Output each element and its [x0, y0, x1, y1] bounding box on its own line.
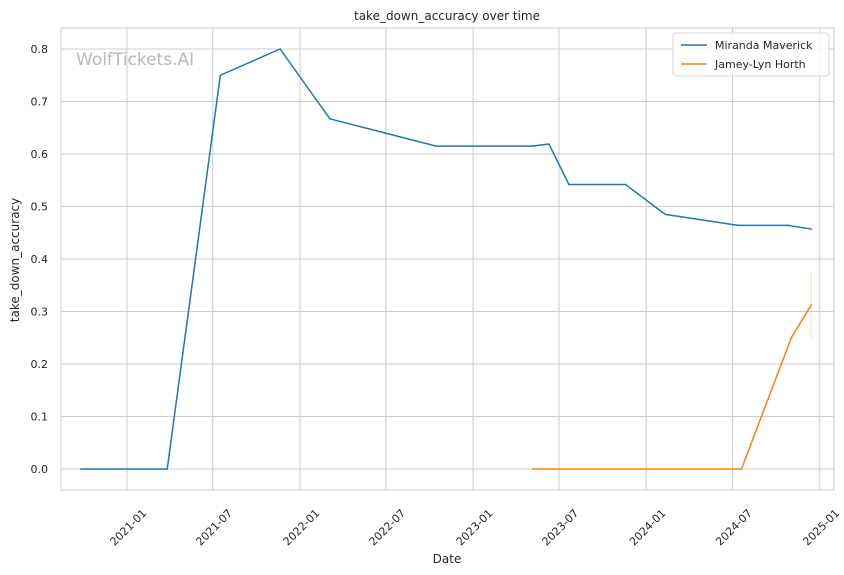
data-point-miranda-maverick [219, 74, 222, 77]
series-layer [80, 48, 813, 470]
y-tick-label: 0.6 [31, 148, 49, 161]
y-tick-label: 0.1 [31, 411, 49, 424]
data-point-jamey-lyn-horth [531, 468, 534, 470]
legend: Miranda Maverick Jamey-Lyn Horth [672, 32, 830, 77]
data-point-miranda-maverick [435, 145, 437, 147]
data-point-miranda-maverick [810, 228, 813, 230]
data-point-miranda-maverick [664, 213, 666, 216]
y-tick-label: 0.3 [31, 306, 49, 319]
watermark: WolfTickets.AI [76, 50, 194, 70]
y-tick-label: 0.7 [31, 96, 49, 109]
y-tick-label: 0.4 [31, 253, 49, 266]
data-point-miranda-maverick [279, 48, 281, 50]
data-point-jamey-lyn-horth [810, 304, 813, 306]
y-tick-label: 0.8 [31, 43, 49, 56]
y-tick-label: 0.2 [31, 358, 49, 371]
data-point-miranda-maverick [166, 468, 169, 470]
data-point-miranda-maverick [737, 224, 740, 227]
legend-label-miranda-maverick: Miranda Maverick [715, 39, 813, 52]
series-line-jamey-lyn-horth [532, 304, 812, 470]
data-point-miranda-maverick [329, 118, 331, 120]
legend-label-jamey-lyn-horth: Jamey-Lyn Horth [714, 58, 806, 71]
data-point-miranda-maverick [568, 183, 570, 186]
data-point-miranda-maverick [531, 145, 534, 147]
data-point-miranda-maverick [548, 143, 550, 145]
plot-frame [60, 27, 835, 491]
data-point-jamey-lyn-horth [790, 336, 793, 339]
y-tick-label: 0.5 [31, 201, 49, 214]
chart-title: take_down_accuracy over time [354, 9, 540, 23]
x-axis-label: Date [433, 552, 462, 566]
y-axis-ticks: 0.0 0.1 0.2 0.3 0.4 0.5 0.6 0.7 0.8 [31, 43, 49, 476]
series-line-miranda-maverick [80, 48, 812, 470]
legend-box [672, 32, 830, 77]
data-point-miranda-maverick [624, 183, 627, 186]
data-point-miranda-maverick [80, 468, 82, 470]
data-point-miranda-maverick [787, 224, 789, 227]
y-tick-label: 0.0 [31, 463, 49, 476]
data-point-jamey-lyn-horth [740, 468, 743, 470]
y-axis-label: take_down_accuracy [8, 198, 22, 322]
